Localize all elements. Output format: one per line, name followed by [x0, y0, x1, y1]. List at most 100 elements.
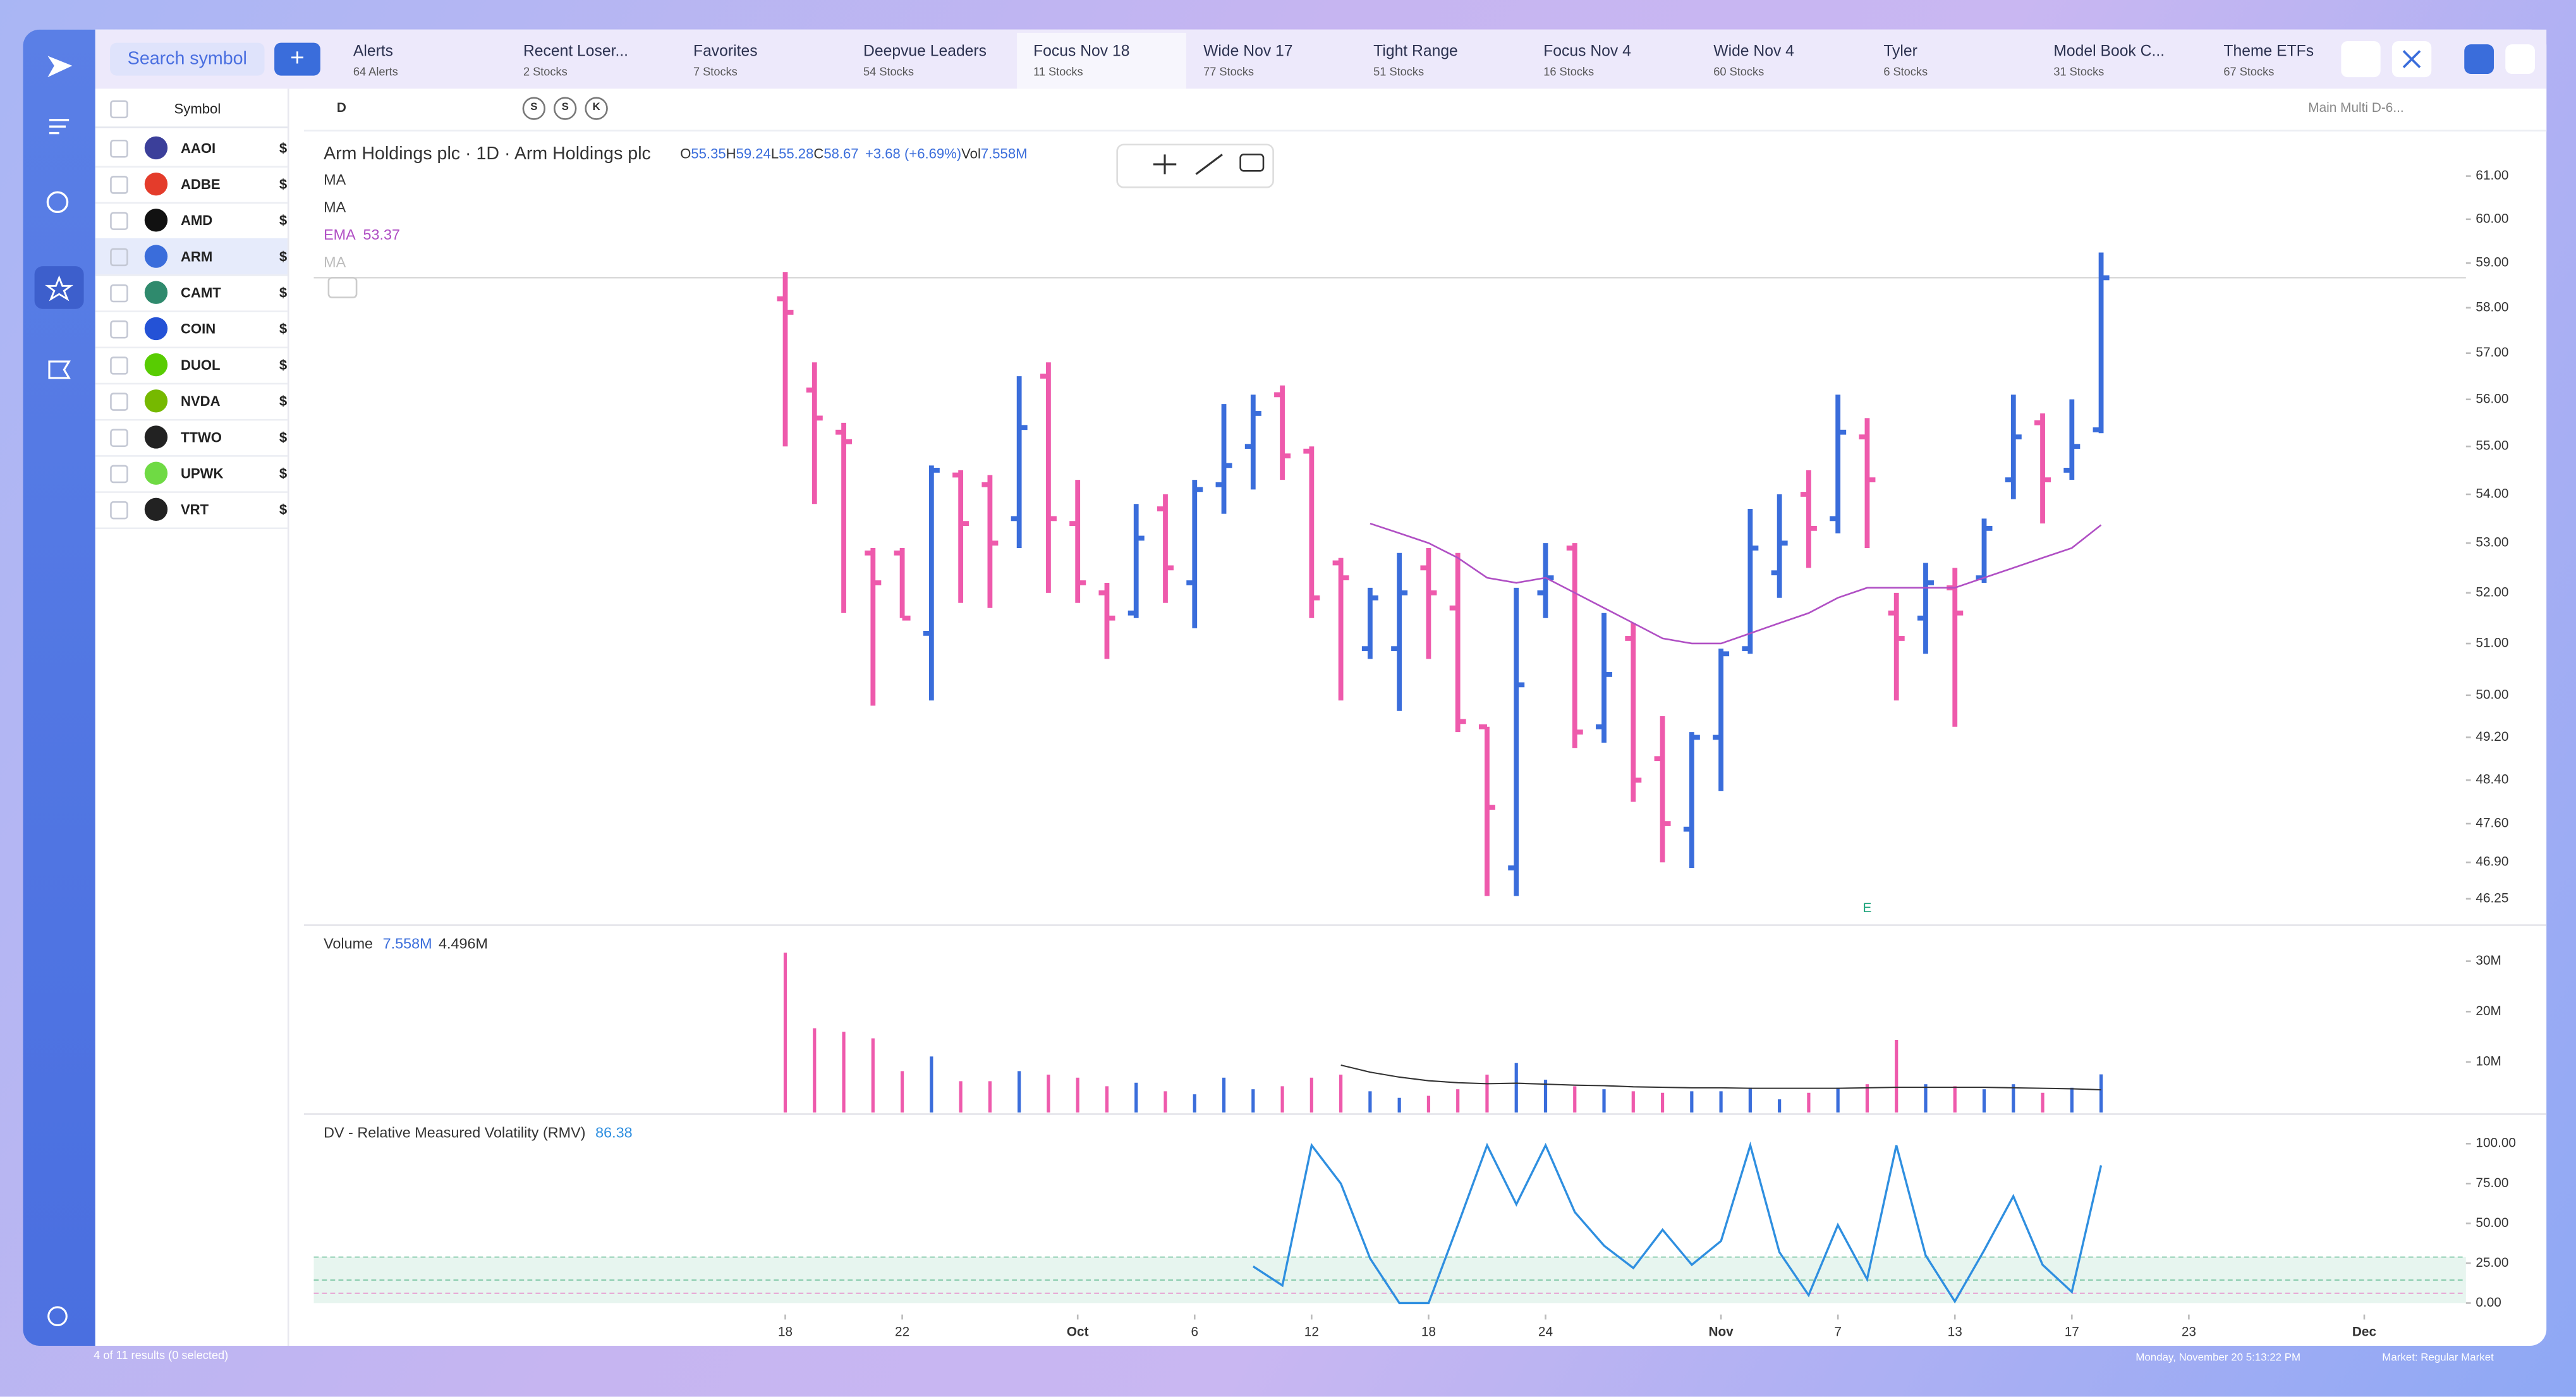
- watchlist-row[interactable]: AAOI $: [95, 130, 288, 168]
- symbol-logo: [144, 136, 168, 160]
- rmv-name: DV - Relative Measured Volatility (RMV): [324, 1125, 585, 1141]
- tab[interactable]: Recent Loser... 2 Stocks: [507, 33, 676, 88]
- checkbox[interactable]: [110, 212, 128, 230]
- checkbox[interactable]: [110, 320, 128, 339]
- tab[interactable]: Tyler 6 Stocks: [1867, 33, 2036, 88]
- tab[interactable]: Wide Nov 4 60 Stocks: [1697, 33, 1866, 88]
- tab[interactable]: Wide Nov 17 77 Stocks: [1187, 33, 1356, 88]
- interval-button[interactable]: D: [336, 100, 346, 115]
- checkbox[interactable]: [110, 284, 128, 303]
- symbol: CAMT: [180, 284, 221, 301]
- logo[interactable]: [47, 56, 73, 78]
- x-tick-label: 18: [778, 1325, 793, 1339]
- checkbox[interactable]: [110, 357, 128, 375]
- legend-value: 7.558M: [981, 145, 1028, 161]
- checkbox[interactable]: [110, 465, 128, 484]
- watchlist-row[interactable]: TTWO $: [95, 419, 288, 457]
- tab[interactable]: Alerts 64 Alerts: [337, 33, 506, 88]
- tab-title: Model Book C...: [2053, 42, 2165, 61]
- checkbox[interactable]: [110, 248, 128, 267]
- tab-count: 16 Stocks: [1543, 67, 1595, 79]
- price: $: [279, 429, 288, 446]
- watchlist-row[interactable]: CAMT $: [95, 274, 288, 312]
- volume-bar: [1924, 1084, 1928, 1113]
- legend-value: 55.35: [691, 145, 726, 161]
- menu-icon[interactable]: [49, 119, 70, 135]
- toolbar-button[interactable]: K: [585, 97, 608, 120]
- layout-name[interactable]: Main Multi D-6...: [2308, 100, 2404, 115]
- watchlist-row[interactable]: COIN $: [95, 310, 288, 349]
- volume-ma-line: [1340, 1064, 2101, 1091]
- x-icon: [2402, 50, 2421, 68]
- volume-bar: [1865, 1084, 1869, 1113]
- y-tick-label: 54.00: [2476, 486, 2508, 501]
- tab[interactable]: Model Book C... 31 Stocks: [2037, 33, 2206, 88]
- tab[interactable]: Tight Range 51 Stocks: [1357, 33, 1526, 88]
- toolbar-button[interactable]: S: [522, 97, 546, 120]
- y-tick-label: 57.00: [2476, 345, 2508, 360]
- tab[interactable]: Theme ETFs 67 Stocks: [2207, 33, 2376, 88]
- volume-value: 7.558M: [383, 936, 432, 952]
- volume-bar: [1631, 1091, 1635, 1113]
- watchlist-row[interactable]: ARM $: [95, 238, 288, 276]
- flag-icon[interactable]: [48, 360, 71, 379]
- watchlist-row[interactable]: NVDA $: [95, 383, 288, 421]
- tab[interactable]: Deepvue Leaders 54 Stocks: [847, 33, 1016, 88]
- volume-bar: [1047, 1075, 1050, 1113]
- y-tick-label: 60.00: [2476, 211, 2508, 226]
- checkbox[interactable]: [110, 501, 128, 520]
- help-icon[interactable]: [47, 1306, 68, 1327]
- radar-icon[interactable]: [46, 191, 69, 214]
- column-header[interactable]: Symbol: [174, 100, 221, 117]
- grid-view[interactable]: [2505, 44, 2536, 74]
- measure-tool[interactable]: [1153, 154, 1177, 174]
- tab-title: Theme ETFs: [2223, 42, 2314, 61]
- volume-bar: [871, 1038, 875, 1113]
- top-right-icons: [2341, 40, 2536, 78]
- watchlist-row[interactable]: UPWK $: [95, 455, 288, 493]
- legend-key: H: [726, 145, 736, 161]
- volume-bar: [1309, 1077, 1313, 1113]
- collapse-button[interactable]: [327, 277, 358, 298]
- watchlist-row[interactable]: ADBE $: [95, 166, 288, 204]
- volume-bar: [783, 952, 787, 1113]
- checkbox[interactable]: [110, 100, 128, 119]
- volume-bar: [1222, 1077, 1226, 1113]
- ema-line: [1370, 522, 2102, 645]
- search-box[interactable]: Search symbol: [110, 42, 265, 76]
- tab-count: 31 Stocks: [2053, 67, 2105, 79]
- checkbox[interactable]: [110, 429, 128, 448]
- chart-toolbar: [303, 88, 2547, 131]
- indicator-label: MA: [324, 253, 346, 270]
- comment-tool[interactable]: [1239, 154, 1265, 172]
- toolbar-button[interactable]: S: [554, 97, 577, 120]
- y-tick-label: 51.00: [2476, 636, 2508, 650]
- symbol-logo: [144, 353, 168, 377]
- share-button[interactable]: [2341, 40, 2381, 78]
- watchlist-row[interactable]: DUOL $: [95, 346, 288, 385]
- volume-bar: [1778, 1099, 1782, 1113]
- checkbox[interactable]: [110, 393, 128, 411]
- watchlist-row[interactable]: VRT $: [95, 491, 288, 530]
- tab-count: 51 Stocks: [1373, 67, 1425, 79]
- checkbox[interactable]: [110, 139, 128, 158]
- line-tool[interactable]: [1195, 154, 1223, 175]
- volume-bar: [1193, 1094, 1196, 1113]
- volume-bar: [1690, 1091, 1694, 1113]
- price: $: [279, 501, 288, 518]
- volume-bar: [2070, 1087, 2074, 1113]
- tab[interactable]: Focus Nov 4 16 Stocks: [1527, 33, 1696, 88]
- y-tick-label: 50.00: [2476, 687, 2508, 702]
- symbol: TTWO: [180, 429, 222, 446]
- symbol-logo: [144, 317, 168, 341]
- volume-bar: [1895, 1039, 1899, 1113]
- list-view[interactable]: [2464, 44, 2494, 74]
- tab[interactable]: Favorites 7 Stocks: [677, 33, 846, 88]
- favorites-active[interactable]: [34, 266, 84, 309]
- add-button[interactable]: +: [274, 42, 320, 76]
- tab[interactable]: Focus Nov 18 11 Stocks: [1017, 32, 1186, 89]
- checkbox[interactable]: [110, 176, 128, 194]
- y-tick-label: 20M: [2476, 1004, 2501, 1018]
- symbol-logo: [144, 209, 168, 232]
